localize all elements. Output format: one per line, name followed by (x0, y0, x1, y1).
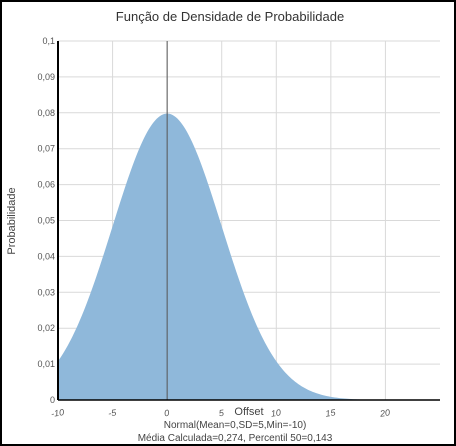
y-tick-label: 0,09 (37, 72, 55, 82)
y-tick-label: 0,01 (37, 359, 55, 369)
y-axis-ticks: 0 0,01 0,02 0,03 0,04 0,05 0,06 0,07 0,08 0,09 0,1 (37, 36, 55, 405)
x-tick-label: 5 (218, 408, 225, 419)
density-area (58, 113, 440, 400)
x-tick-label: 10 (270, 407, 281, 418)
y-tick-label: 0,02 (37, 323, 55, 333)
x-tick-label: 20 (378, 407, 390, 418)
y-tick-label: 0,07 (37, 144, 55, 154)
y-tick-label: 0,03 (37, 287, 55, 297)
x-tick-label: 15 (325, 407, 337, 418)
y-tick-label: 0,06 (37, 180, 55, 190)
y-tick-label: 0 (50, 395, 55, 405)
y-tick-label: 0,08 (37, 108, 55, 118)
plot-area (58, 113, 440, 400)
caption-statistics: Média Calculada=0,274, Percentil 50=0,14… (138, 433, 333, 444)
chart-title: Função de Densidade de Probabilidade (116, 9, 344, 24)
x-tick-label: 0 (164, 408, 170, 419)
y-tick-label: 0,05 (37, 216, 55, 226)
x-axis-ticks: -10 -5 0 5 10 15 20 (50, 407, 390, 419)
y-axis-title: Probabilidade (6, 187, 18, 254)
y-tick-label: 0,04 (37, 251, 55, 261)
axes (57, 41, 440, 401)
y-tick-label: 0,1 (42, 36, 55, 46)
x-tick-label: -5 (107, 407, 117, 418)
x-tick-label: -10 (50, 407, 64, 419)
caption-distribution: Normal(Mean=0,SD=5,Min=-10) (164, 420, 307, 431)
x-axis-title: Offset (234, 406, 263, 418)
